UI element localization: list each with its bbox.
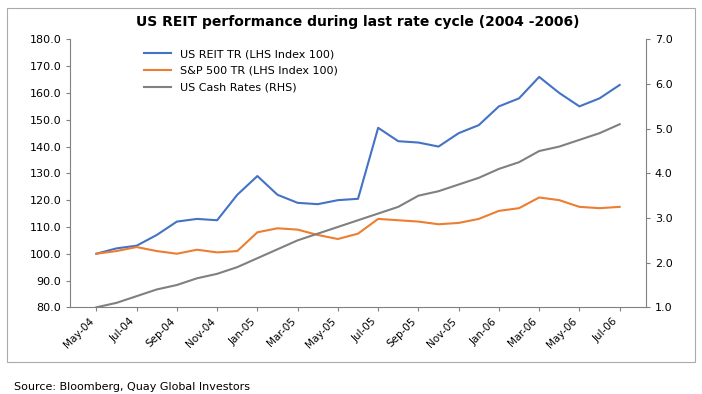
US Cash Rates (RHS) [616,122,624,126]
Line: US Cash Rates (RHS): US Cash Rates (RHS) [96,124,620,307]
US REIT TR (LHS Index 100) [253,174,262,178]
S&P 500 TR (LHS Index 100) [213,250,221,255]
S&P 500 TR (LHS Index 100) [354,231,362,236]
US REIT TR (LHS Index 100) [193,217,201,221]
US Cash Rates (RHS) [354,218,362,223]
S&P 500 TR (LHS Index 100) [575,204,583,209]
US Cash Rates (RHS) [112,301,121,305]
S&P 500 TR (LHS Index 100) [92,251,100,256]
US REIT TR (LHS Index 100) [495,104,503,109]
US REIT TR (LHS Index 100) [92,251,100,256]
S&P 500 TR (LHS Index 100) [394,218,402,223]
S&P 500 TR (LHS Index 100) [314,232,322,237]
US REIT TR (LHS Index 100) [112,246,121,251]
US REIT TR (LHS Index 100) [314,202,322,206]
S&P 500 TR (LHS Index 100) [616,204,624,209]
S&P 500 TR (LHS Index 100) [152,249,161,253]
US Cash Rates (RHS) [233,265,241,269]
US REIT TR (LHS Index 100) [233,192,241,197]
US REIT TR (LHS Index 100) [435,144,443,149]
US Cash Rates (RHS) [173,282,181,287]
US REIT TR (LHS Index 100) [535,74,543,79]
US Cash Rates (RHS) [515,160,523,165]
Line: US REIT TR (LHS Index 100): US REIT TR (LHS Index 100) [96,77,620,254]
US REIT TR (LHS Index 100) [595,96,604,101]
US Cash Rates (RHS) [394,204,402,209]
US Cash Rates (RHS) [273,247,282,252]
S&P 500 TR (LHS Index 100) [495,208,503,213]
S&P 500 TR (LHS Index 100) [515,206,523,210]
US Cash Rates (RHS) [414,193,423,198]
US REIT TR (LHS Index 100) [133,243,141,248]
US Cash Rates (RHS) [475,175,483,180]
US REIT TR (LHS Index 100) [515,96,523,101]
US REIT TR (LHS Index 100) [616,83,624,87]
US Cash Rates (RHS) [133,294,141,299]
US Cash Rates (RHS) [92,305,100,310]
US Cash Rates (RHS) [575,138,583,142]
US Cash Rates (RHS) [152,287,161,292]
US REIT TR (LHS Index 100) [414,140,423,145]
S&P 500 TR (LHS Index 100) [435,222,443,227]
S&P 500 TR (LHS Index 100) [333,237,342,242]
US Cash Rates (RHS) [314,231,322,236]
US REIT TR (LHS Index 100) [293,201,302,205]
S&P 500 TR (LHS Index 100) [595,206,604,210]
US Cash Rates (RHS) [213,271,221,276]
Text: Source: Bloomberg, Quay Global Investors: Source: Bloomberg, Quay Global Investors [14,382,250,392]
Legend: US REIT TR (LHS Index 100), S&P 500 TR (LHS Index 100), US Cash Rates (RHS): US REIT TR (LHS Index 100), S&P 500 TR (… [139,45,343,97]
US Cash Rates (RHS) [495,167,503,171]
US REIT TR (LHS Index 100) [333,198,342,203]
S&P 500 TR (LHS Index 100) [133,245,141,249]
US REIT TR (LHS Index 100) [354,197,362,201]
S&P 500 TR (LHS Index 100) [535,195,543,200]
US REIT TR (LHS Index 100) [475,123,483,128]
US REIT TR (LHS Index 100) [555,91,564,95]
US Cash Rates (RHS) [193,276,201,281]
S&P 500 TR (LHS Index 100) [414,219,423,224]
US Cash Rates (RHS) [555,144,564,149]
US Cash Rates (RHS) [374,211,383,216]
S&P 500 TR (LHS Index 100) [253,230,262,235]
US REIT TR (LHS Index 100) [394,139,402,143]
S&P 500 TR (LHS Index 100) [233,249,241,253]
S&P 500 TR (LHS Index 100) [293,227,302,232]
US REIT TR (LHS Index 100) [213,218,221,223]
US Cash Rates (RHS) [435,189,443,193]
S&P 500 TR (LHS Index 100) [173,251,181,256]
US REIT TR (LHS Index 100) [173,219,181,224]
US REIT TR (LHS Index 100) [374,125,383,130]
US REIT TR (LHS Index 100) [152,232,161,237]
US Cash Rates (RHS) [253,256,262,260]
Line: S&P 500 TR (LHS Index 100): S&P 500 TR (LHS Index 100) [96,197,620,254]
S&P 500 TR (LHS Index 100) [273,226,282,230]
US REIT TR (LHS Index 100) [454,131,463,136]
US Cash Rates (RHS) [595,131,604,136]
US Cash Rates (RHS) [293,238,302,243]
S&P 500 TR (LHS Index 100) [475,217,483,221]
US Cash Rates (RHS) [535,149,543,153]
US Cash Rates (RHS) [454,182,463,187]
S&P 500 TR (LHS Index 100) [454,221,463,225]
US Cash Rates (RHS) [333,225,342,229]
Title: US REIT performance during last rate cycle (2004 -2006): US REIT performance during last rate cyc… [136,15,580,28]
US REIT TR (LHS Index 100) [575,104,583,109]
S&P 500 TR (LHS Index 100) [374,217,383,221]
S&P 500 TR (LHS Index 100) [112,249,121,253]
US REIT TR (LHS Index 100) [273,192,282,197]
S&P 500 TR (LHS Index 100) [193,247,201,252]
S&P 500 TR (LHS Index 100) [555,198,564,203]
